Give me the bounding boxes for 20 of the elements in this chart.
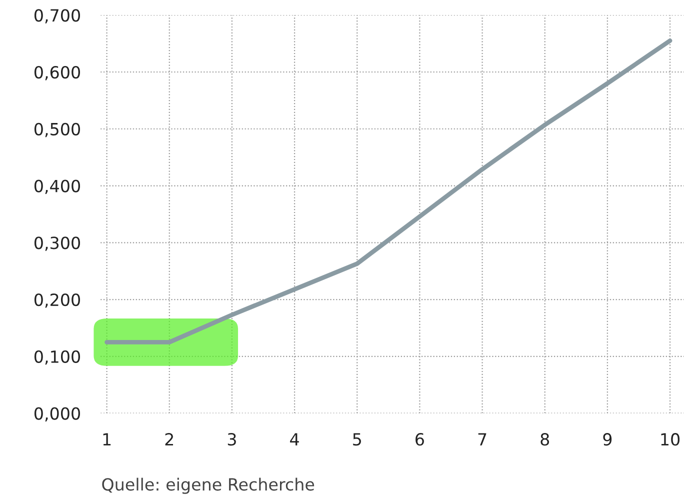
x-tick-label: 4 — [290, 433, 299, 446]
x-tick-label: 9 — [603, 433, 612, 446]
x-tick-label: 6 — [416, 433, 424, 446]
y-tick-label: 0,000 — [34, 407, 80, 422]
y-tick-label: 0,600 — [34, 66, 80, 80]
y-tick-label: 0,700 — [34, 9, 80, 24]
y-tick-label: 0,400 — [34, 180, 80, 194]
x-tick-label: 2 — [165, 433, 174, 446]
y-tick-label: 0,500 — [34, 122, 80, 138]
x-tick-label: 10 — [661, 433, 680, 446]
x-tick-label: 7 — [478, 433, 486, 446]
line-series — [104, 38, 672, 344]
x-tick-label: 8 — [540, 433, 550, 446]
x-tick-label: 5 — [353, 433, 361, 446]
y-tick-label: 0,200 — [34, 293, 80, 308]
x-tick-label: 3 — [228, 433, 236, 446]
y-tick-label: 0,100 — [34, 350, 80, 365]
x-tick-label: 1 — [103, 433, 111, 446]
y-tick-label: 0,300 — [34, 236, 80, 251]
source-note: Quelle: eigene Recherche — [102, 478, 314, 494]
